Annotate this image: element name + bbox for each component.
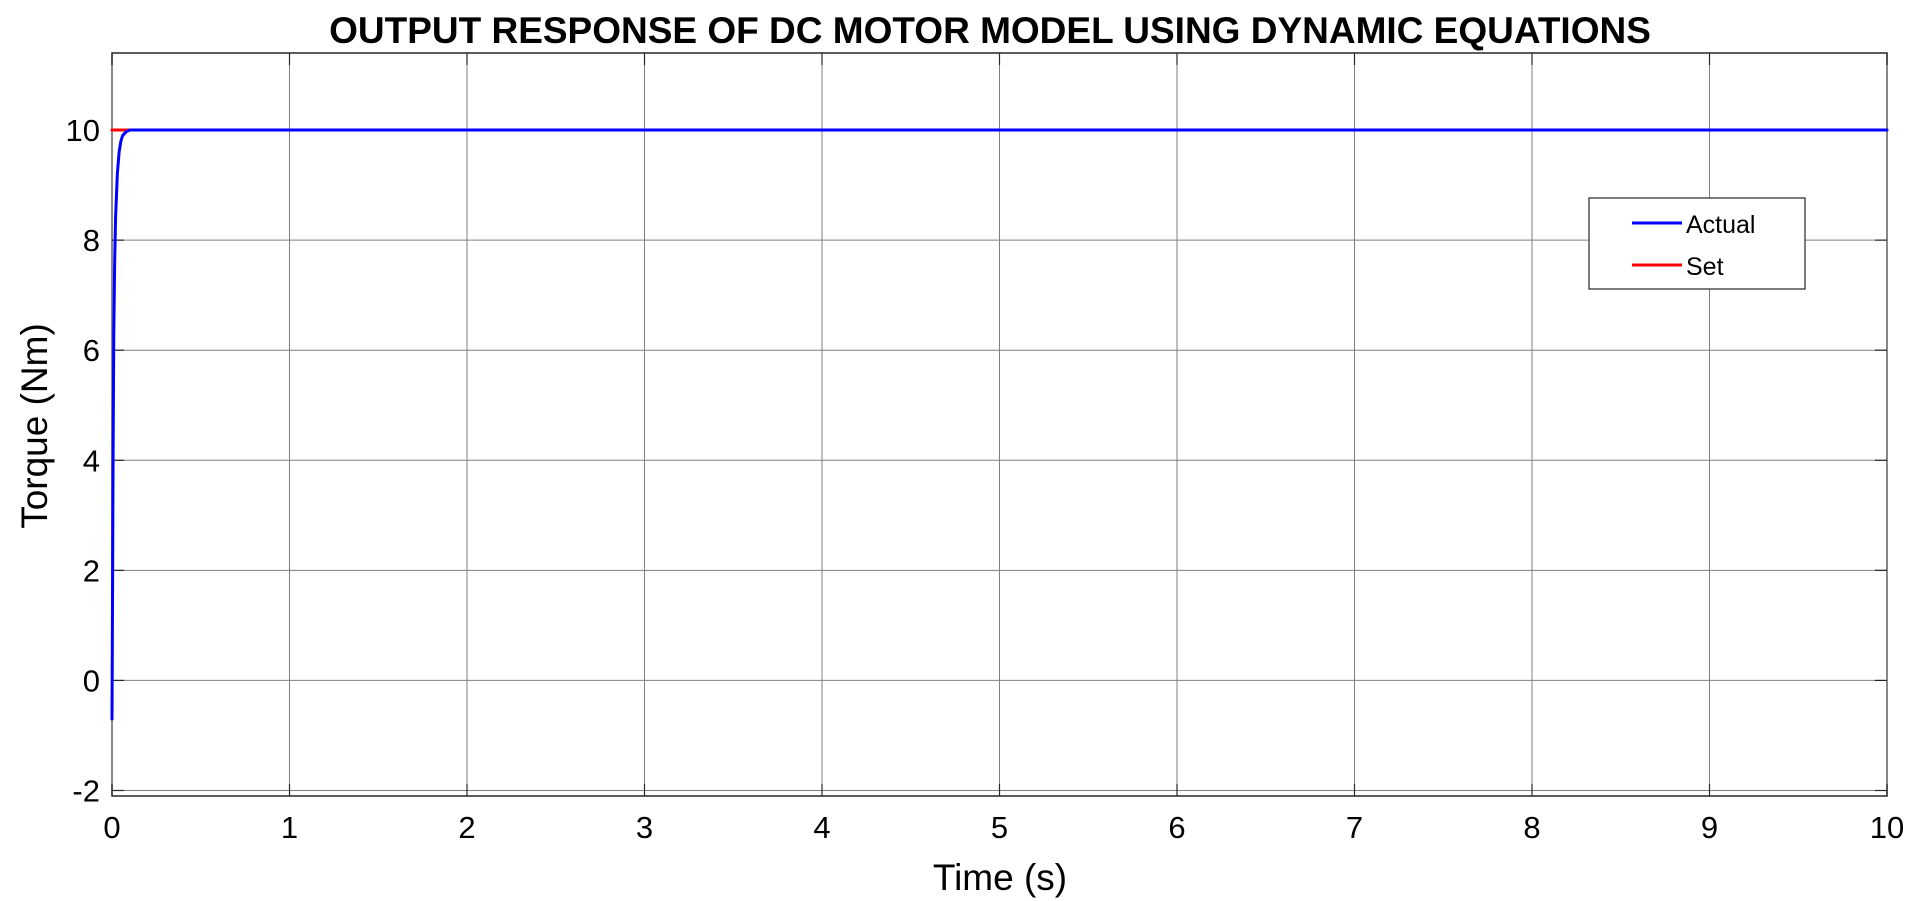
y-axis-label: Torque (Nm) [14, 323, 55, 529]
y-tick-label: 10 [66, 113, 100, 148]
x-axis-label: Time (s) [933, 857, 1067, 898]
x-tick-label: 4 [813, 810, 830, 845]
x-tick-label: 9 [1701, 810, 1718, 845]
x-tick-label: 3 [636, 810, 653, 845]
series-lines [110, 128, 1889, 721]
x-tick-label: 10 [1870, 810, 1904, 845]
y-tick-label: 2 [83, 553, 100, 588]
x-tick-label: 6 [1168, 810, 1185, 845]
y-tick-label: 0 [83, 663, 100, 698]
x-tick-label: 1 [281, 810, 298, 845]
x-tick-label: 5 [991, 810, 1008, 845]
x-tick-label: 7 [1346, 810, 1363, 845]
x-tick-label: 8 [1523, 810, 1540, 845]
x-tick-labels: 0 1 2 3 4 5 6 7 8 9 10 [103, 810, 1904, 845]
chart-title: OUTPUT RESPONSE OF DC MOTOR MODEL USING … [329, 10, 1651, 51]
y-tick-label: -2 [72, 773, 100, 808]
legend-label-set: Set [1686, 253, 1724, 281]
y-tick-label: 6 [83, 333, 100, 368]
legend-label-actual: Actual [1686, 211, 1755, 239]
legend: Actual Set [1588, 197, 1806, 290]
y-tick-label: 4 [83, 443, 100, 478]
y-tick-labels: -2 0 2 4 6 8 10 [66, 113, 100, 808]
x-tick-label: 2 [458, 810, 475, 845]
y-tick-label: 8 [83, 223, 100, 258]
legend-box [1588, 197, 1806, 290]
x-tick-label: 0 [103, 810, 120, 845]
series-line-actual [110, 128, 1889, 721]
